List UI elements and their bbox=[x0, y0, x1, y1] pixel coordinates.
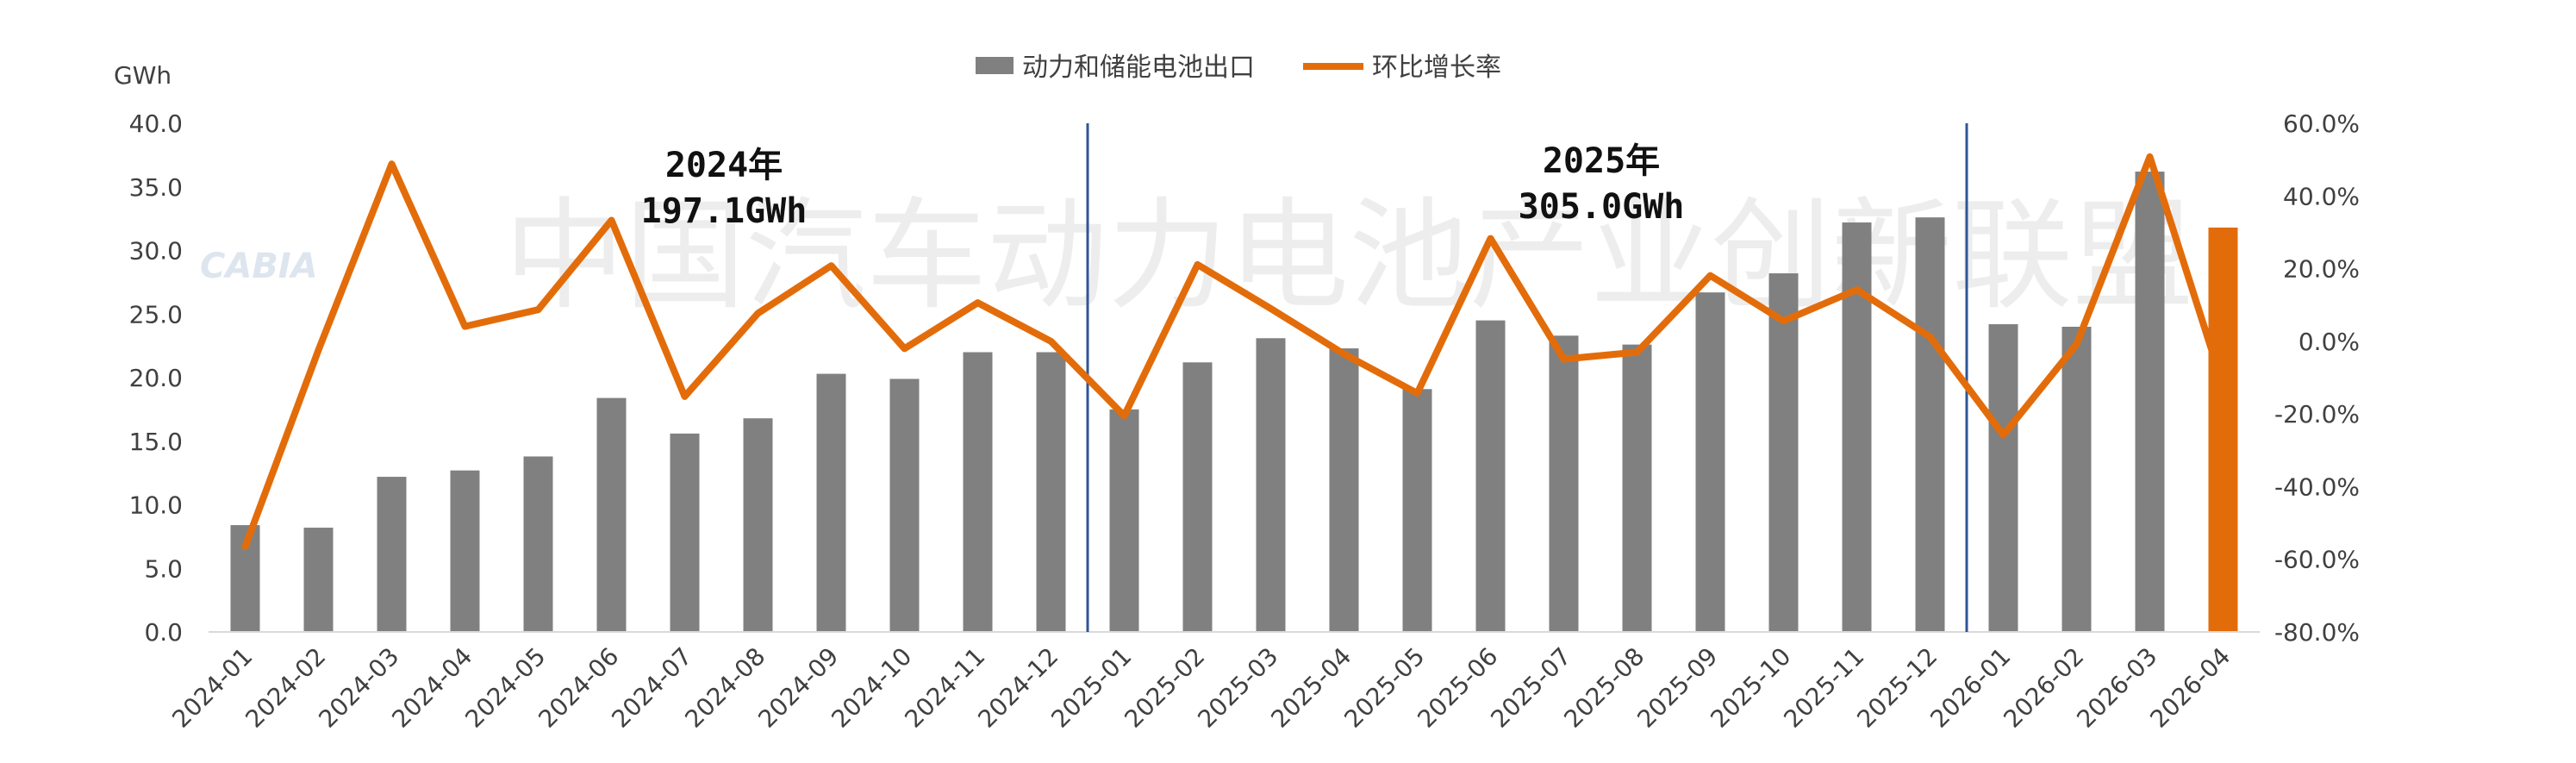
legend: 动力和储能电池出口 环比增长率 bbox=[976, 53, 1501, 83]
bar bbox=[450, 470, 480, 632]
x-tick-label: 2026-04 bbox=[2144, 642, 2236, 734]
bar bbox=[2061, 327, 2092, 632]
x-tick-label: 2024-12 bbox=[972, 642, 1063, 734]
x-tick-label: 2025-12 bbox=[1851, 642, 1943, 734]
x-tick-label: 2025-07 bbox=[1485, 642, 1576, 734]
x-tick-label: 2025-08 bbox=[1558, 642, 1650, 734]
y-left-tick-label: 10.0 bbox=[129, 491, 183, 520]
x-tick-label: 2025-09 bbox=[1631, 642, 1723, 734]
x-tick-label: 2025-10 bbox=[1705, 642, 1796, 734]
bar bbox=[1915, 217, 1945, 632]
bar bbox=[303, 528, 334, 632]
x-tick-label: 2025-05 bbox=[1338, 642, 1430, 734]
y-left-tick-label: 25.0 bbox=[129, 300, 183, 328]
y-left-tick-label: 35.0 bbox=[129, 173, 183, 202]
y-right-tick-label: -20.0% bbox=[2274, 400, 2360, 428]
y-left-tick-label: 30.0 bbox=[129, 237, 183, 266]
x-tick-label: 2024-01 bbox=[166, 642, 258, 734]
y-left-tick-label: 5.0 bbox=[144, 554, 183, 583]
bar bbox=[596, 397, 627, 632]
annotation-2024-total: 197.1GWh bbox=[641, 191, 808, 231]
x-tick-label: 2025-02 bbox=[1119, 642, 1210, 734]
x-tick-label: 2024-03 bbox=[313, 642, 404, 734]
y-left-tick-label: 20.0 bbox=[129, 364, 183, 392]
bar bbox=[1109, 409, 1139, 632]
y-left-tick-label: 0.0 bbox=[144, 618, 183, 647]
bar-series bbox=[230, 172, 2238, 633]
annotation-2025-year: 2025年 bbox=[1543, 141, 1660, 181]
bar bbox=[1402, 389, 1432, 632]
watermark-text: 中国汽车动力电池产业创新联盟 bbox=[504, 186, 2193, 327]
x-tick-label: 2024-08 bbox=[679, 642, 770, 734]
y-left-unit: GWh bbox=[114, 61, 172, 90]
y-right-tick-label: 0.0% bbox=[2298, 328, 2360, 356]
bar bbox=[1768, 273, 1799, 632]
y-left-tick-label: 15.0 bbox=[129, 428, 183, 456]
bar bbox=[1549, 335, 1579, 632]
growth-line-series bbox=[241, 153, 2227, 550]
legend-line-label: 环比增长率 bbox=[1372, 53, 1501, 83]
bar bbox=[670, 433, 700, 632]
y-right-tick-label: 60.0% bbox=[2283, 109, 2360, 138]
x-tick-label: 2024-02 bbox=[240, 642, 331, 734]
bar bbox=[523, 456, 553, 632]
y-left-tick-label: 40.0 bbox=[129, 109, 183, 138]
y-right-tick-label: -40.0% bbox=[2274, 472, 2360, 501]
x-tick-label: 2025-03 bbox=[1192, 642, 1283, 734]
bar bbox=[1988, 324, 2018, 632]
bar bbox=[889, 378, 920, 632]
bar bbox=[1256, 338, 1286, 632]
bar bbox=[1182, 362, 1213, 632]
x-tick-label: 2026-01 bbox=[1924, 642, 2016, 734]
x-tick-label: 2024-07 bbox=[606, 642, 697, 734]
y-left-ticks: 0.0 5.0 10.0 15.0 20.0 25.0 30.0 35.0 40.0 bbox=[129, 109, 183, 647]
bar bbox=[2208, 227, 2238, 632]
x-tick-label: 2025-11 bbox=[1778, 642, 1869, 734]
bar bbox=[377, 477, 407, 632]
x-tick-label: 2025-06 bbox=[1412, 642, 1503, 734]
legend-bar-swatch bbox=[976, 57, 1014, 74]
y-right-tick-label: 40.0% bbox=[2283, 182, 2360, 210]
x-tick-label: 2024-06 bbox=[533, 642, 624, 734]
x-tick-label: 2024-10 bbox=[826, 642, 917, 734]
annotation-2024-year: 2024年 bbox=[665, 146, 783, 185]
x-tick-label: 2026-02 bbox=[1998, 642, 2089, 734]
bar bbox=[743, 418, 773, 632]
x-tick-label: 2025-01 bbox=[1045, 642, 1137, 734]
x-tick-label: 2024-04 bbox=[386, 642, 477, 734]
x-tick-label: 2024-05 bbox=[459, 642, 551, 734]
growth-rate-line bbox=[241, 153, 2227, 550]
watermark-logo: CABIA bbox=[200, 247, 318, 286]
x-tick-label: 2025-04 bbox=[1265, 642, 1357, 734]
x-tick-label: 2026-03 bbox=[2071, 642, 2162, 734]
bar bbox=[1329, 348, 1359, 632]
y-right-tick-label: -60.0% bbox=[2274, 546, 2360, 574]
bar bbox=[1842, 222, 1872, 632]
y-right-ticks: -80.0% -60.0% -40.0% -20.0% 0.0% 20.0% 40.0% 60… bbox=[2274, 109, 2360, 647]
bar bbox=[816, 373, 846, 632]
y-right-tick-label: -80.0% bbox=[2274, 618, 2360, 647]
x-tick-labels: 2024-012024-022024-032024-042024-052024-… bbox=[166, 642, 2236, 734]
x-tick-label: 2024-11 bbox=[899, 642, 990, 734]
bar bbox=[1622, 344, 1652, 632]
bar bbox=[2135, 172, 2165, 633]
annotation-2025-total: 305.0GWh bbox=[1519, 187, 1685, 227]
bar bbox=[1695, 292, 1725, 632]
x-tick-label: 2024-09 bbox=[752, 642, 844, 734]
y-right-tick-label: 20.0% bbox=[2283, 255, 2360, 284]
legend-bar-label: 动力和储能电池出口 bbox=[1022, 53, 1255, 83]
bar bbox=[1475, 320, 1506, 632]
bar bbox=[963, 352, 993, 632]
bar bbox=[1036, 352, 1066, 632]
